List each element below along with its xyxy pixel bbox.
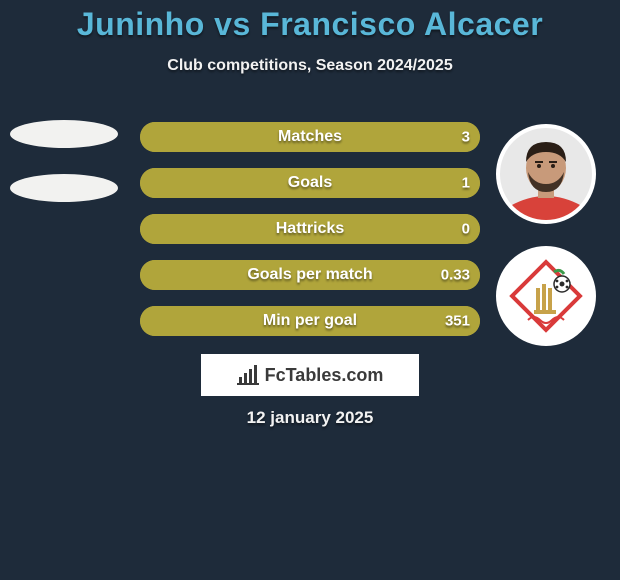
subtitle: Club competitions, Season 2024/2025 bbox=[0, 57, 620, 75]
watermark-text: FcTables.com bbox=[265, 365, 384, 386]
stat-value-right: 0.33 bbox=[441, 267, 470, 284]
watermark-badge: FcTables.com bbox=[201, 354, 419, 396]
page-title: Juninho vs Francisco Alcacer bbox=[0, 6, 620, 43]
stat-label: Hattricks bbox=[140, 220, 480, 238]
person-icon bbox=[500, 128, 592, 220]
bar-chart-icon bbox=[237, 365, 259, 385]
stat-row: Hattricks0 bbox=[140, 214, 480, 244]
date-text: 12 january 2025 bbox=[0, 408, 620, 428]
stat-label: Min per goal bbox=[140, 312, 480, 330]
club-crest-icon bbox=[504, 254, 588, 338]
player-placeholder-ellipse bbox=[10, 120, 118, 148]
stat-row: Min per goal351 bbox=[140, 306, 480, 336]
team-placeholder-ellipse bbox=[10, 174, 118, 202]
right-avatar-column bbox=[492, 124, 600, 346]
stat-value-right: 1 bbox=[462, 175, 470, 192]
player-avatar bbox=[496, 124, 596, 224]
stats-list: Matches3Goals1Hattricks0Goals per match0… bbox=[140, 122, 480, 336]
stat-row: Matches3 bbox=[140, 122, 480, 152]
stat-label: Goals bbox=[140, 174, 480, 192]
stat-label: Matches bbox=[140, 128, 480, 146]
team-logo bbox=[496, 246, 596, 346]
stat-row: Goals per match0.33 bbox=[140, 260, 480, 290]
stat-value-right: 0 bbox=[462, 221, 470, 238]
content-wrapper: Juninho vs Francisco Alcacer Club compet… bbox=[0, 0, 620, 580]
stat-value-right: 351 bbox=[445, 313, 470, 330]
stat-row: Goals1 bbox=[140, 168, 480, 198]
stat-value-right: 3 bbox=[462, 129, 470, 146]
left-avatar-column bbox=[10, 120, 118, 202]
stat-label: Goals per match bbox=[140, 266, 480, 284]
